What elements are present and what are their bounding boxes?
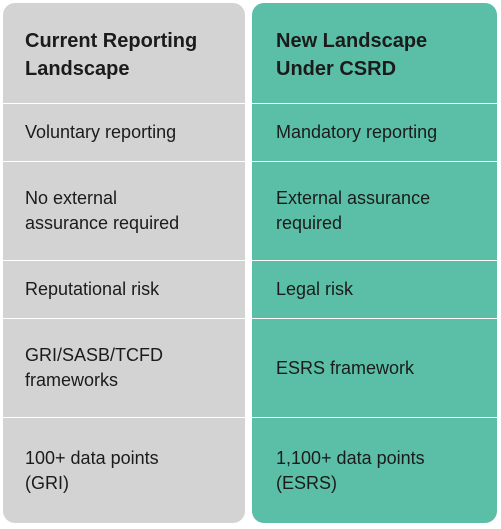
new-landscape-column: New Landscape Under CSRD Mandatory repor… bbox=[252, 3, 497, 523]
current-row-1: Voluntary reporting bbox=[25, 122, 177, 142]
new-row-3: Legal risk bbox=[276, 279, 354, 299]
row-divider bbox=[3, 260, 245, 261]
row-divider bbox=[252, 161, 497, 162]
new-row-4: ESRS framework bbox=[276, 357, 415, 378]
current-landscape-column: Current Reporting Landscape Voluntary re… bbox=[3, 3, 245, 523]
current-row-4: GRI/SASB/TCFD frameworks bbox=[25, 345, 164, 390]
current-landscape-header: Current Reporting Landscape bbox=[25, 30, 198, 80]
row-divider bbox=[3, 318, 245, 319]
row-divider bbox=[3, 161, 245, 162]
new-row-2: External assurance required bbox=[276, 188, 431, 233]
row-divider bbox=[252, 103, 497, 104]
current-row-3: Reputational risk bbox=[25, 279, 160, 299]
current-row-5: 100+ data points (GRI) bbox=[25, 447, 159, 493]
row-divider bbox=[252, 318, 497, 319]
row-divider bbox=[3, 103, 245, 104]
row-divider bbox=[3, 417, 245, 418]
new-row-5: 1,100+ data points (ESRS) bbox=[276, 447, 425, 493]
new-row-1: Mandatory reporting bbox=[276, 122, 438, 142]
new-landscape-header: New Landscape Under CSRD bbox=[276, 30, 428, 80]
current-row-2: No external assurance required bbox=[25, 188, 180, 233]
row-divider bbox=[252, 417, 497, 418]
row-divider bbox=[252, 260, 497, 261]
